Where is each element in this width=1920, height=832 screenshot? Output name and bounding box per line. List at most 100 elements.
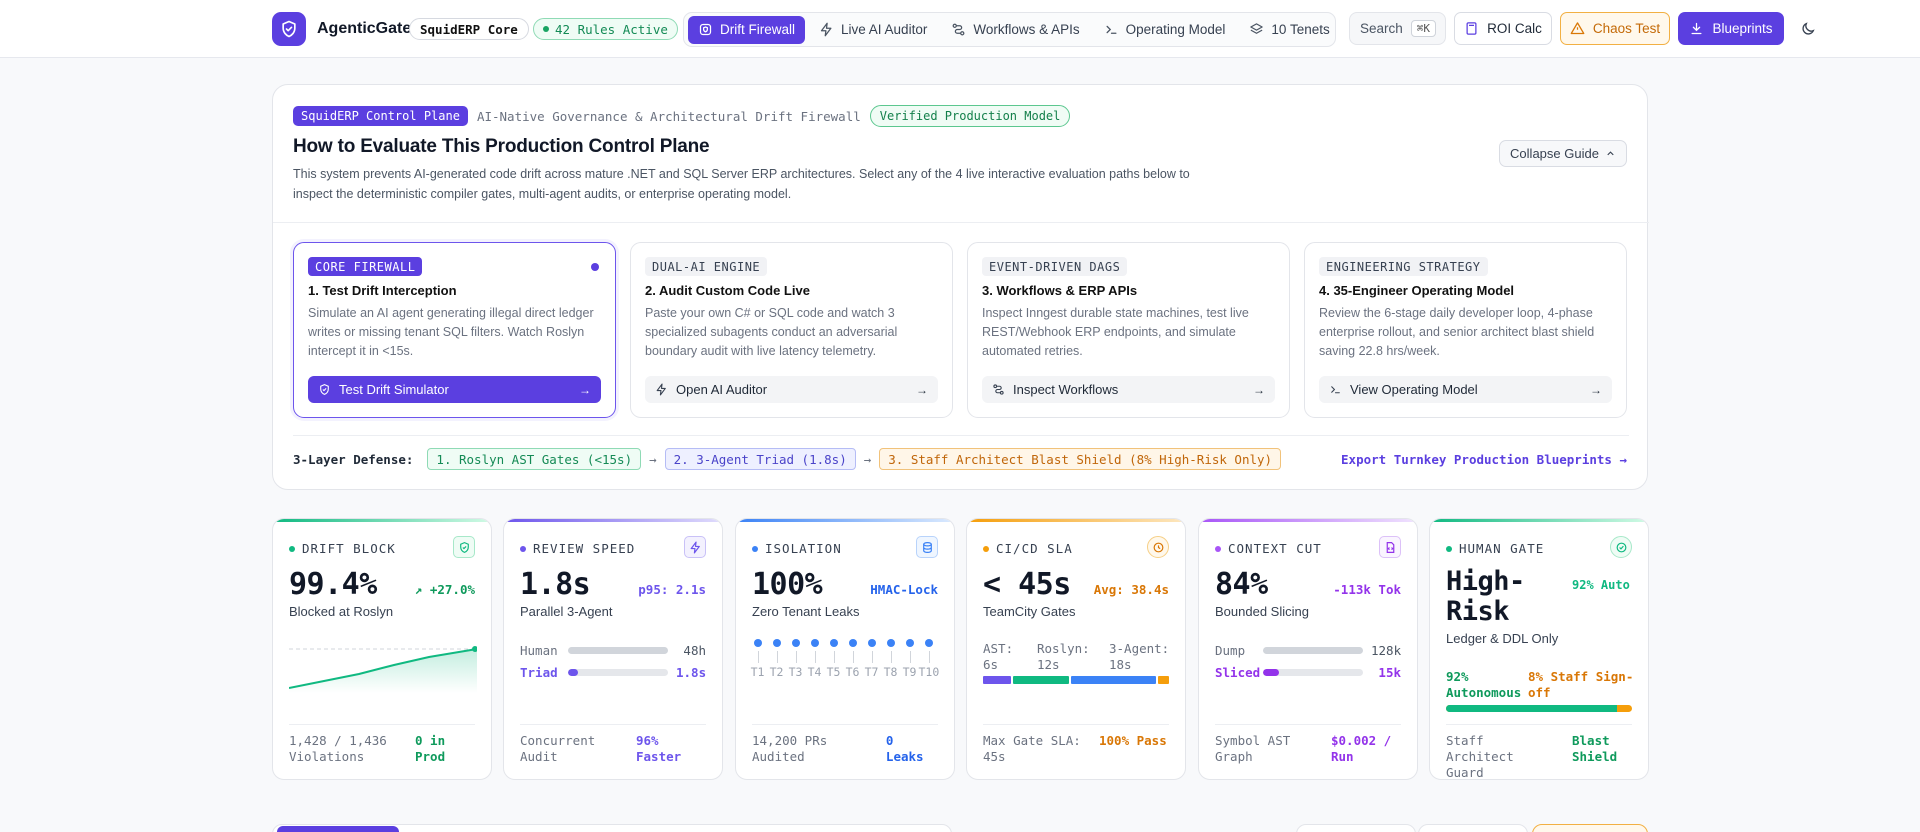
tab-drift-firewall[interactable]: Drift Firewall <box>688 15 806 44</box>
chevron-up-icon <box>1605 148 1616 159</box>
metric-value-line: Risk <box>1446 596 1510 627</box>
defense-layer-roslyn: 1. Roslyn AST Gates (<15s) <box>427 448 642 470</box>
export-blueprints-link[interactable]: Export Turnkey Production Blueprints → <box>1341 452 1627 467</box>
product-chip[interactable]: SquidERP Core <box>409 18 529 40</box>
tab-operating-model[interactable]: Operating Model <box>1094 16 1236 44</box>
defense-layers: 3-Layer Defense: 1. Roslyn AST Gates (<1… <box>293 448 1282 470</box>
tenant-dot <box>753 639 762 647</box>
bar-sliced: Sliced 15k <box>1215 665 1401 680</box>
top-nav: AgenticGate SquidERP Core 42 Rules Activ… <box>0 0 1920 58</box>
next-section-button[interactable] <box>1532 824 1648 832</box>
test-drift-simulator-button[interactable]: Test Drift Simulator → <box>308 376 601 403</box>
card-accent-line <box>504 519 722 522</box>
metric-card-human-gate[interactable]: HUMAN GATE High- Risk 92% Auto Ledger & D… <box>1429 518 1649 780</box>
metric-value: 84% <box>1215 567 1268 602</box>
shield-check-icon <box>453 536 475 558</box>
logo-shield-icon[interactable] <box>272 12 306 46</box>
tab-10-tenets[interactable]: 10 Tenets <box>1239 16 1339 44</box>
sparkline-line <box>289 648 477 689</box>
bar-label: Human <box>520 643 558 658</box>
metric-value: High- Risk <box>1446 567 1525 627</box>
footer-left: Staff Architect Guard <box>1446 733 1514 780</box>
card-label-text: REVIEW SPEED <box>533 541 636 556</box>
tenant-dot <box>905 639 914 647</box>
path-card-dual-ai-engine[interactable]: DUAL-AI ENGINE 2. Audit Custom Code Live… <box>630 242 953 418</box>
path-title: 3. Workflows & ERP APIs <box>982 283 1138 298</box>
roi-calc-button[interactable]: ROI Calc <box>1454 12 1552 45</box>
card-footer: Concurrent Audit 96% Faster <box>520 724 706 765</box>
path-description: Review the 6-stage daily developer loop,… <box>1319 306 1595 358</box>
next-section-button[interactable] <box>1296 824 1416 832</box>
metric-card-isolation[interactable]: ISOLATION 100% HMAC-Lock Zero Tenant Lea… <box>735 518 955 780</box>
tab-workflows-apis[interactable]: Workflows & APIs <box>941 16 1089 44</box>
metric-card-drift-block[interactable]: DRIFT BLOCK 99.4% ↗ +27.0% Blocked at Ro… <box>272 518 492 780</box>
terminal-icon <box>1104 22 1119 37</box>
status-dot <box>752 545 758 552</box>
tab-label: Live AI Auditor <box>841 22 928 37</box>
bar-fill <box>1263 647 1363 654</box>
sparkline-area <box>289 649 477 693</box>
metric-card-cicd-sla[interactable]: CI/CD SLA < 45s Avg: 38.4s TeamCity Gate… <box>966 518 1186 780</box>
moon-icon[interactable] <box>1797 18 1819 40</box>
view-operating-model-button[interactable]: View Operating Model → <box>1319 376 1612 403</box>
card-footer: Symbol AST Graph $0.002 / Run <box>1215 724 1401 765</box>
tenant-dot <box>829 639 838 647</box>
stage-duration-bar <box>983 676 1169 684</box>
bar-track <box>1263 669 1363 676</box>
brand-name: AgenticGate <box>317 20 412 37</box>
card-label-text: CONTEXT CUT <box>1228 541 1322 556</box>
search-button[interactable]: Search ⌘K <box>1349 12 1446 45</box>
card-accent-line <box>1430 519 1648 522</box>
bolt-icon <box>819 22 834 37</box>
collapse-guide-button[interactable]: Collapse Guide <box>1499 140 1627 167</box>
footer-left: 14,200 PRs Audited <box>752 733 828 764</box>
collapse-guide-label: Collapse Guide <box>1510 146 1599 161</box>
card-footer: 1,428 / 1,436 Violations 0 in Prod <box>289 724 475 765</box>
split-labels: 92% Autonomous 8% Staff Sign-off <box>1446 669 1636 701</box>
metric-card-review-speed[interactable]: REVIEW SPEED 1.8s p95: 2.1s Parallel 3-A… <box>503 518 723 780</box>
chaos-test-button[interactable]: Chaos Test <box>1560 12 1670 45</box>
card-label-text: DRIFT BLOCK <box>302 541 396 556</box>
button-label: View Operating Model <box>1350 382 1478 397</box>
blueprints-button[interactable]: Blueprints <box>1678 12 1784 45</box>
guide-subtitle: AI-Native Governance & Architectural Dri… <box>476 108 861 124</box>
footer-right: 96% Faster <box>636 733 682 764</box>
bar-label: Triad <box>520 665 558 680</box>
card-label: CI/CD SLA <box>983 541 1073 556</box>
evaluation-guide-panel: SquidERP Control Plane AI-Native Governa… <box>272 84 1649 490</box>
tenant-label: T7 <box>864 665 879 679</box>
metric-value-line: High- <box>1446 566 1525 597</box>
sparkline-point <box>472 646 477 652</box>
button-label: Inspect Workflows <box>1013 382 1119 397</box>
inspect-workflows-button[interactable]: Inspect Workflows → <box>982 376 1275 403</box>
tenant-label: T1 <box>750 665 765 679</box>
bar-human: Human 48h <box>520 643 706 658</box>
card-label: ISOLATION <box>752 541 842 556</box>
tenant-dot <box>791 639 800 647</box>
path-title: 1. Test Drift Interception <box>308 283 457 298</box>
terminal-icon <box>1329 383 1342 396</box>
clock-icon <box>1147 536 1169 558</box>
metric-card-context-cut[interactable]: CONTEXT CUT 84% -113k Tok Bounded Slicin… <box>1198 518 1418 780</box>
button-label: Open AI Auditor <box>676 382 768 397</box>
path-card-engineering-strategy[interactable]: ENGINEERING STRATEGY 4. 35-Engineer Oper… <box>1304 242 1627 418</box>
tab-live-ai-auditor[interactable]: Live AI Auditor <box>809 16 937 44</box>
next-section-button[interactable] <box>1418 824 1528 832</box>
card-footer: 14,200 PRs Audited 0 Leaks <box>752 724 938 765</box>
bolt-icon <box>655 383 668 396</box>
control-plane-tag: SquidERP Control Plane <box>293 106 468 126</box>
status-dot <box>1215 545 1221 552</box>
path-card-core-firewall[interactable]: CORE FIREWALL 1. Test Drift Interception… <box>293 242 616 418</box>
open-ai-auditor-button[interactable]: Open AI Auditor → <box>645 376 938 403</box>
tenant-label: T2 <box>769 665 784 679</box>
bar-value: 1.8s <box>676 665 707 680</box>
stage-label: 3-Agent: 18s <box>1109 641 1170 672</box>
card-footer: Staff Architect Guard Blast Shield <box>1446 724 1632 780</box>
path-tag: CORE FIREWALL <box>308 257 423 276</box>
bar-value: 15k <box>1378 665 1401 680</box>
calculator-icon <box>1464 21 1479 36</box>
tab-label: Operating Model <box>1125 22 1226 37</box>
next-section-tab[interactable] <box>277 826 399 832</box>
path-card-event-driven-dags[interactable]: EVENT-DRIVEN DAGS 3. Workflows & ERP API… <box>967 242 1290 418</box>
bar-dump: Dump 128k <box>1215 643 1401 658</box>
